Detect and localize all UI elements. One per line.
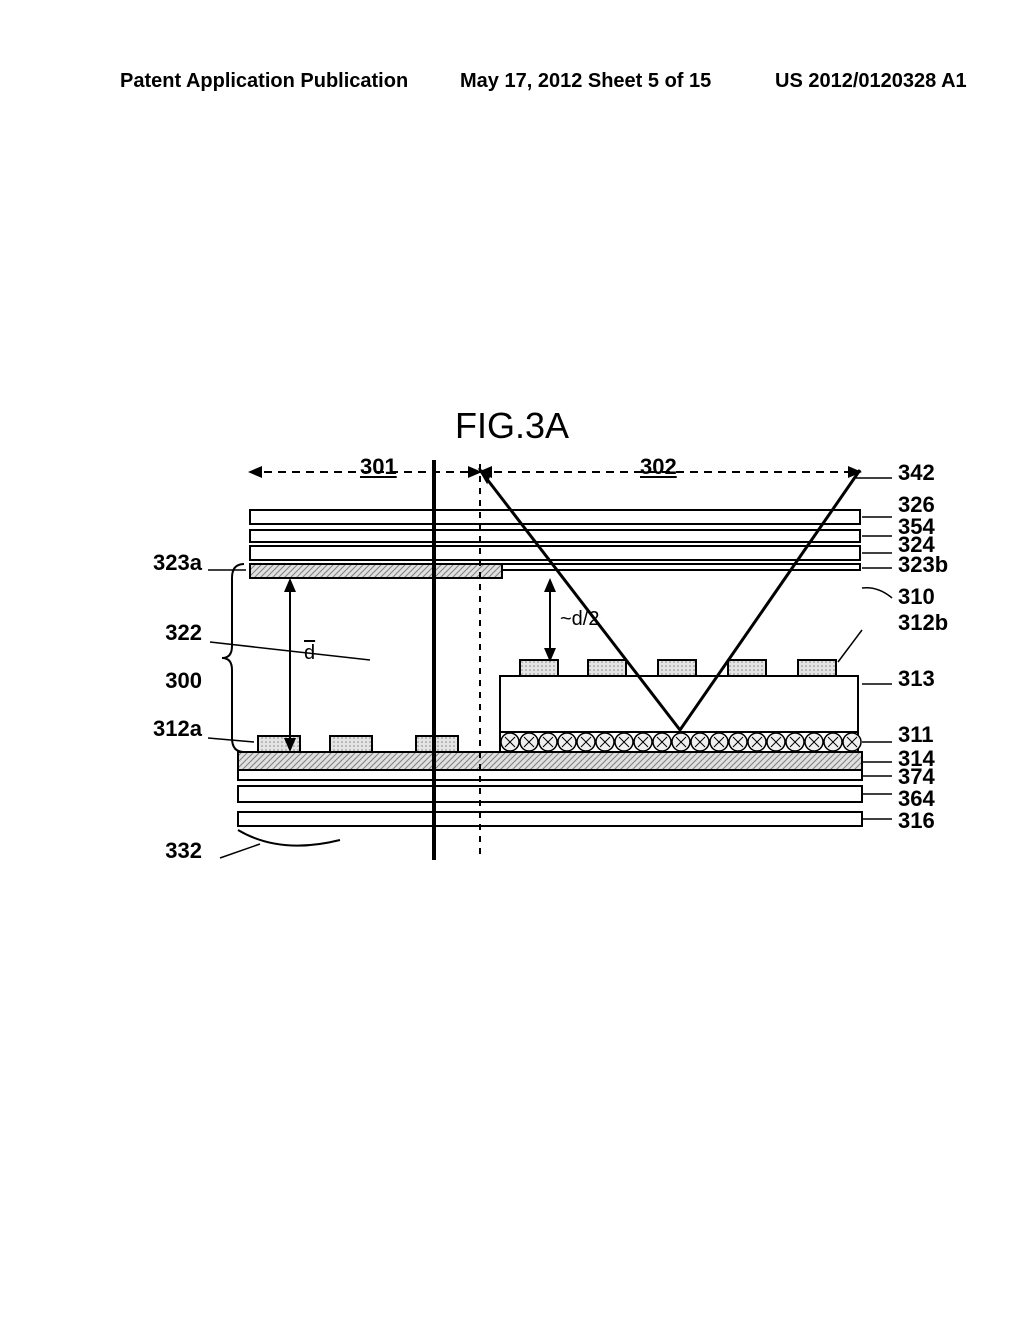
diagram-svg [120, 460, 920, 940]
label-323a: 323a [140, 550, 202, 576]
label-311: 311 [898, 722, 934, 748]
label-312b: 312b [898, 610, 948, 636]
dim-d-label: d [304, 642, 315, 665]
label-300: 300 [140, 668, 202, 694]
header-left: Patent Application Publication [120, 70, 408, 93]
patent-page: Patent Application Publication May 17, 2… [0, 0, 1024, 1320]
figure-title: FIG.3A [0, 405, 1024, 447]
dim-half-d-label: ~d/2 [560, 608, 599, 631]
region-301-label: 301 [360, 454, 397, 480]
label-316: 316 [898, 808, 935, 834]
label-310: 310 [898, 584, 935, 610]
region-302-label: 302 [640, 454, 677, 480]
label-342: 342 [898, 460, 935, 486]
label-312a: 312a [140, 716, 202, 742]
label-332: 332 [140, 838, 202, 864]
label-322: 322 [140, 620, 202, 646]
label-323b: 323b [898, 552, 948, 578]
figure-3a-diagram: 301 302 d ~d/2 323a322300312a332 3423263… [120, 460, 920, 940]
header-center: May 17, 2012 Sheet 5 of 15 [460, 70, 711, 93]
header-right: US 2012/0120328 A1 [775, 70, 967, 93]
label-313: 313 [898, 666, 935, 692]
